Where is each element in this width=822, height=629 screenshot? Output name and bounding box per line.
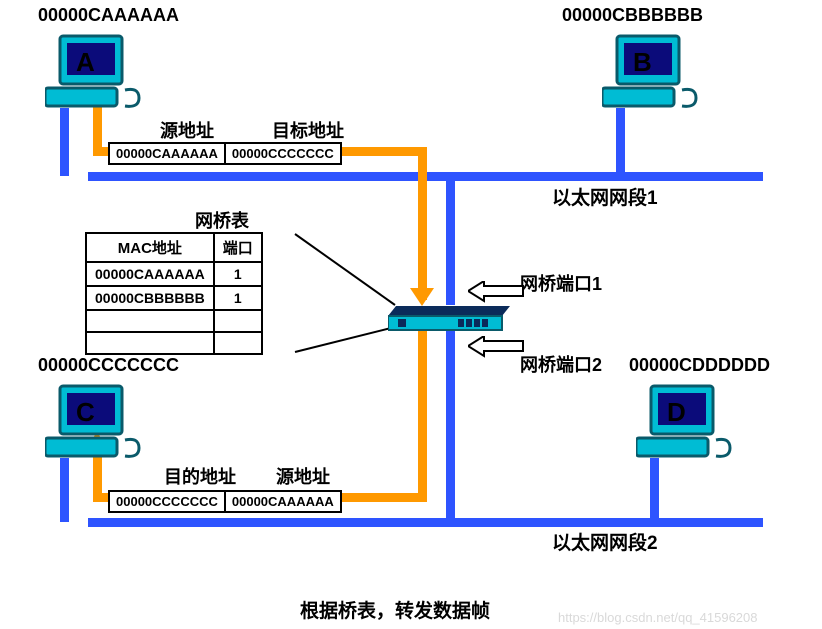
path-seg (418, 330, 427, 498)
drop-cable-a (60, 108, 69, 176)
drop-cable-b (616, 108, 625, 176)
drop-cable-d (650, 458, 659, 522)
bt-r2c1 (214, 310, 262, 332)
host-c-mac: 00000CCCCCCC (38, 355, 179, 376)
host-a-mac: 00000CAAAAAA (38, 5, 179, 26)
pkt-top-dst: 00000CCCCCCC (225, 143, 341, 164)
bridge-port2-label: 网桥端口2 (520, 351, 602, 377)
host-b-letter: B (633, 47, 652, 78)
pkt-bot-dst: 00000CCCCCCC (109, 491, 225, 512)
packet-top-table: 00000CAAAAAA 00000CCCCCCC (108, 142, 342, 165)
pkt-bot-src: 00000CAAAAAA (225, 491, 341, 512)
bridge-th-port: 端口 (214, 233, 262, 262)
drop-cable-c (60, 458, 69, 522)
bt-r1c1: 1 (214, 286, 262, 310)
host-a-icon (45, 32, 155, 112)
host-b-icon (602, 32, 712, 112)
bridge-uplink-bottom (446, 330, 455, 522)
host-c-icon (45, 382, 155, 462)
bt-r1c0: 00000CBBBBBB (86, 286, 214, 310)
pkt-top-hdr-src: 源地址 (160, 117, 214, 143)
bt-r3c0 (86, 332, 214, 354)
ethernet-segment-2-bar (88, 518, 763, 527)
bridge-table-title: 网桥表 (195, 207, 249, 233)
pkt-top-hdr-dst: 目标地址 (272, 117, 344, 143)
path-seg (418, 147, 427, 300)
pkt-bot-hdr-src: 源地址 (276, 463, 330, 489)
packet-bottom-table: 00000CCCCCCC 00000CAAAAAA (108, 490, 342, 513)
bridge-port1-label: 网桥端口1 (520, 270, 602, 296)
watermark-text: https://blog.csdn.net/qq_41596208 (558, 610, 758, 625)
host-c-letter: C (76, 397, 95, 428)
bridge-th-mac: MAC地址 (86, 233, 214, 262)
pkt-top-src: 00000CAAAAAA (109, 143, 225, 164)
segment-2-label: 以太网网段2 (552, 528, 658, 555)
host-b-mac: 00000CBBBBBB (562, 5, 703, 26)
host-d-letter: D (667, 397, 686, 428)
segment-1-label: 以太网网段1 (552, 183, 658, 210)
bridge-port1-arrow-icon (468, 281, 528, 303)
pkt-bot-hdr-dst: 目的地址 (164, 463, 236, 489)
bt-r3c1 (214, 332, 262, 354)
bridge-port2-arrow-icon (468, 336, 528, 358)
host-a-letter: A (76, 47, 95, 78)
host-d-mac: 00000CDDDDDD (629, 355, 770, 376)
host-d-icon (636, 382, 746, 462)
bridge-device-icon (388, 298, 518, 338)
bridge-table: MAC地址 端口 00000CAAAAAA1 00000CBBBBBB1 (85, 232, 263, 355)
diagram-caption: 根据桥表，转发数据帧 (300, 596, 490, 623)
bt-r0c1: 1 (214, 262, 262, 286)
bt-r2c0 (86, 310, 214, 332)
bt-r0c0: 00000CAAAAAA (86, 262, 214, 286)
bridge-uplink-top (446, 172, 455, 305)
